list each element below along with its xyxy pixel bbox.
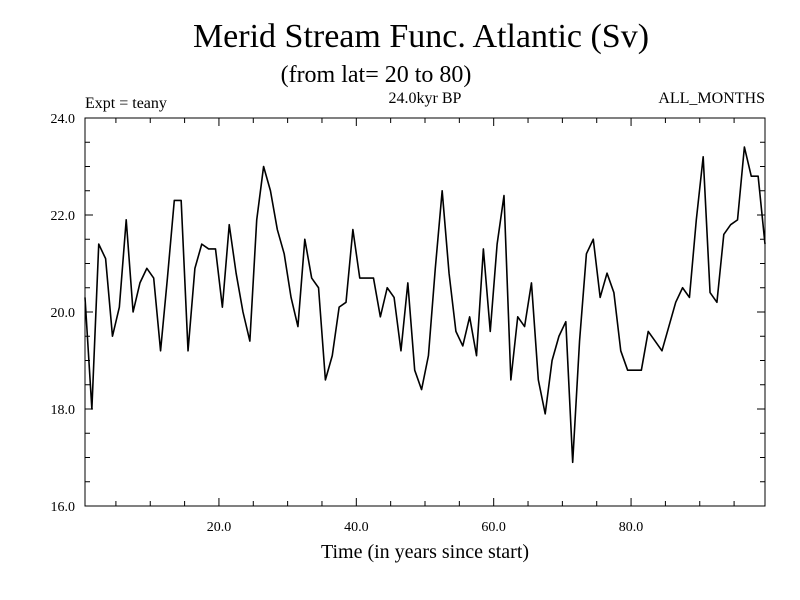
x-tick-label: 20.0 (207, 520, 232, 535)
experiment-label: Expt = teany (85, 95, 167, 112)
chart-subtitle: (from lat= 20 to 80) (281, 62, 472, 88)
x-tick-label: 60.0 (481, 520, 506, 535)
y-tick-labels: 16.0 18.0 20.0 22.0 24.0 (51, 112, 76, 515)
series-line (84, 146, 766, 464)
y-tick-label: 16.0 (51, 500, 76, 515)
y-tick-label: 20.0 (51, 306, 76, 321)
period-label: 24.0kyr BP (389, 90, 462, 107)
x-tick-label: 40.0 (344, 520, 369, 535)
y-tick-label: 22.0 (51, 209, 76, 224)
y-tick-label: 18.0 (51, 403, 76, 418)
months-label: ALL_MONTHS (658, 90, 765, 107)
x-tick-label: 80.0 (619, 520, 644, 535)
x-axis-label: Time (in years since start) (321, 541, 529, 563)
y-tick-label: 24.0 (51, 112, 76, 127)
axis-ticks (85, 117, 765, 507)
chart-title: Merid Stream Func. Atlantic (Sv) (193, 18, 649, 55)
x-tick-labels: 20.0 40.0 60.0 80.0 (207, 520, 644, 535)
